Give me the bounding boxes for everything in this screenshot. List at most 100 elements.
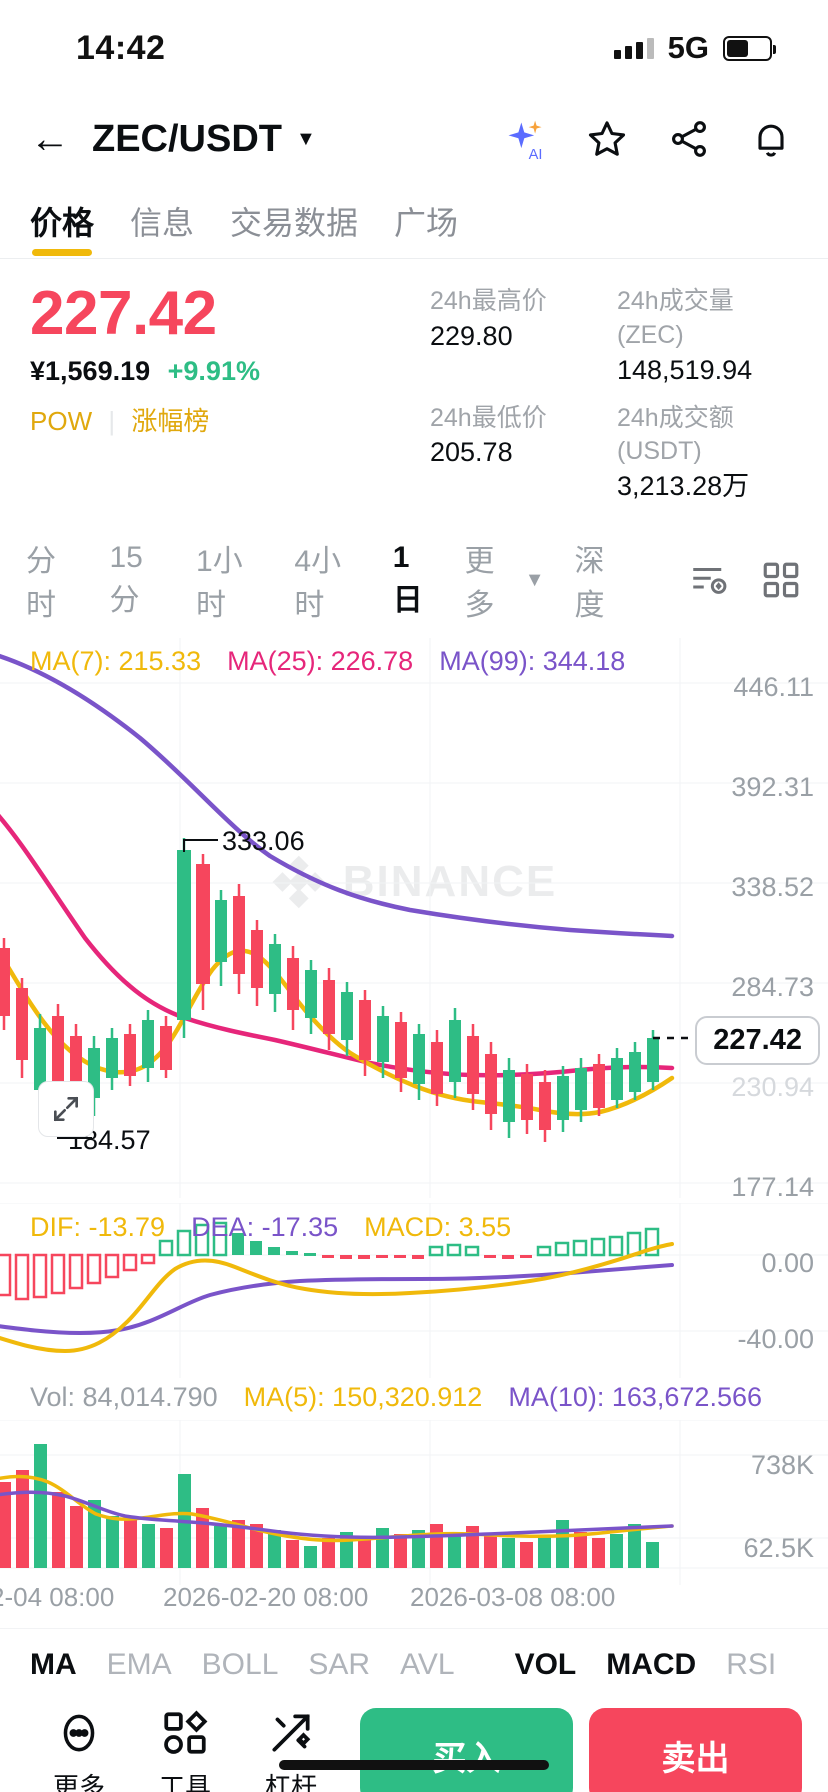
stat-low-value: 205.78 bbox=[430, 437, 513, 468]
battery-icon bbox=[723, 35, 776, 61]
stat-high-value: 229.80 bbox=[430, 320, 513, 351]
timeframe-more[interactable]: 更多 ▼ bbox=[464, 536, 544, 624]
indicator-macd[interactable]: MACD bbox=[606, 1648, 697, 1682]
tab-info[interactable]: 信息 bbox=[130, 205, 195, 241]
stat-volume-label: 24h成交量(ZEC) bbox=[617, 287, 734, 349]
fiat-price: ¥1,569.19 bbox=[30, 356, 151, 387]
bell-icon[interactable] bbox=[748, 116, 794, 162]
x-axis-tick-0: 2-04 08:00 bbox=[0, 1582, 115, 1613]
depth-button[interactable]: 深度 bbox=[574, 545, 605, 623]
sell-button[interactable]: 卖出 bbox=[589, 1707, 802, 1792]
price-axis-tick-3: 284.73 bbox=[731, 972, 814, 1003]
indicator-ema[interactable]: EMA bbox=[106, 1648, 172, 1682]
price-left: 227.42 ¥1,569.19 +9.91% POW | 涨幅榜 bbox=[30, 281, 430, 510]
timeframe-more-label: 更多 bbox=[464, 545, 495, 623]
last-price-tag: 227.42 bbox=[695, 1016, 820, 1066]
legend-macd: MACD: 3.55 bbox=[364, 1212, 512, 1243]
status-time: 14:42 bbox=[76, 28, 166, 67]
status-bar: 14:42 5G bbox=[0, 0, 828, 96]
last-price: 227.42 bbox=[30, 279, 217, 348]
x-axis-tick-2: 2026-03-08 08:00 bbox=[410, 1582, 616, 1613]
price-axis-tick-2: 338.52 bbox=[731, 872, 814, 903]
tab-trade-data[interactable]: 交易数据 bbox=[230, 205, 359, 241]
stat-turnover: 24h成交额(USDT) 3,213.28万 bbox=[617, 402, 798, 511]
stat-turnover-value: 3,213.28万 bbox=[617, 471, 750, 502]
macd-legend: DIF: -13.79 DEA: -17.35 MACD: 3.55 bbox=[30, 1212, 511, 1243]
timeframe-4h[interactable]: 4小时 bbox=[294, 545, 342, 623]
nav-bar: ← ZEC/USDT ▼ AI bbox=[0, 96, 828, 182]
price-axis-tick-4: 230.94 bbox=[731, 1072, 814, 1103]
nav-icons: AI bbox=[502, 116, 794, 162]
indicator-ma[interactable]: MA bbox=[30, 1648, 77, 1682]
tags-row: POW | 涨幅榜 bbox=[30, 401, 430, 438]
stat-turnover-label: 24h成交额(USDT) bbox=[617, 403, 734, 466]
network-label: 5G bbox=[667, 30, 709, 65]
more-dots-icon bbox=[54, 1707, 104, 1759]
more-button-label: 更多 bbox=[52, 1772, 105, 1792]
ma-legend: MA(7): 215.33 MA(25): 226.78 MA(99): 344… bbox=[30, 646, 625, 677]
status-right: 5G bbox=[613, 30, 776, 66]
legend-dea: DEA: -17.35 bbox=[191, 1212, 339, 1243]
indicator-rsi[interactable]: RSI bbox=[726, 1648, 777, 1682]
indicator-bar: MA EMA BOLL SAR AVL VOL MACD RSI bbox=[0, 1628, 828, 1697]
chart-settings-icon[interactable] bbox=[688, 557, 730, 603]
high-annotation: 333.06 bbox=[222, 826, 305, 857]
fiat-and-change: ¥1,569.19 +9.91% bbox=[30, 356, 430, 387]
signal-bars-icon bbox=[613, 37, 654, 59]
price-axis-tick-1: 392.31 bbox=[731, 772, 814, 803]
indicator-vol[interactable]: VOL bbox=[514, 1648, 577, 1682]
back-arrow-icon[interactable]: ← bbox=[30, 117, 70, 161]
leverage-button-label: 杠杆 bbox=[264, 1772, 317, 1792]
stats-grid: 24h最高价 229.80 24h成交量(ZEC) 148,519.94 24h… bbox=[430, 281, 798, 510]
timeframe-line[interactable]: 分时 bbox=[26, 545, 56, 623]
stat-high: 24h最高价 229.80 bbox=[430, 285, 611, 394]
leverage-button[interactable]: 杠杆 bbox=[238, 1707, 344, 1792]
tab-price[interactable]: 价格 bbox=[30, 198, 94, 258]
volume-chart bbox=[0, 1420, 828, 1586]
home-indicator bbox=[279, 1760, 549, 1770]
x-axis: 2-04 08:00 2026-02-20 08:00 2026-03-08 0… bbox=[0, 1576, 828, 1624]
indicator-avl[interactable]: AVL bbox=[400, 1648, 455, 1682]
stat-low-label: 24h最低价 bbox=[430, 403, 547, 432]
indicator-boll[interactable]: BOLL bbox=[201, 1648, 279, 1682]
ai-sparkle-icon[interactable]: AI bbox=[502, 116, 548, 162]
star-icon[interactable] bbox=[584, 116, 630, 162]
expand-chart-button[interactable] bbox=[38, 1081, 94, 1138]
svg-text:AI: AI bbox=[529, 147, 543, 161]
timeframe-15m[interactable]: 15分 bbox=[109, 541, 143, 618]
buy-button[interactable]: 买入 bbox=[360, 1707, 573, 1792]
tag-pow[interactable]: POW bbox=[30, 406, 93, 437]
tools-icon bbox=[160, 1707, 210, 1759]
share-icon[interactable] bbox=[666, 116, 712, 162]
tab-square[interactable]: 广场 bbox=[394, 205, 459, 241]
timeframe-bar: 分时 15分 1小时 4小时 1日 更多 ▼ 深度 bbox=[0, 520, 828, 638]
legend-vol-ma5: MA(5): 150,320.912 bbox=[243, 1382, 483, 1413]
tag-gainers[interactable]: 涨幅榜 bbox=[131, 406, 210, 437]
tabs-divider bbox=[0, 258, 828, 259]
indicator-sar[interactable]: SAR bbox=[308, 1648, 371, 1682]
volume-axis-tick-1: 62.5K bbox=[743, 1533, 814, 1564]
more-button[interactable]: 更多 bbox=[26, 1707, 132, 1792]
x-axis-tick-1: 2026-02-20 08:00 bbox=[163, 1582, 369, 1613]
chart-container[interactable]: MA(7): 215.33 MA(25): 226.78 MA(99): 344… bbox=[0, 638, 828, 1628]
legend-ma7: MA(7): 215.33 bbox=[30, 646, 202, 677]
macd-chart bbox=[0, 1203, 828, 1379]
volume-legend: Vol: 84,014.790 MA(5): 150,320.912 MA(10… bbox=[30, 1382, 762, 1413]
macd-axis-tick-1: -40.00 bbox=[737, 1324, 814, 1355]
price-summary: 227.42 ¥1,569.19 +9.91% POW | 涨幅榜 24h最高价… bbox=[0, 259, 828, 520]
price-axis-tick-0: 446.11 bbox=[733, 672, 814, 703]
chevron-down-icon[interactable]: ▼ bbox=[296, 127, 316, 150]
legend-ma99: MA(99): 344.18 bbox=[439, 646, 626, 677]
bottom-action-bar: 更多 工具 杠杆 买入 卖出 bbox=[0, 1697, 828, 1792]
tools-button[interactable]: 工具 bbox=[132, 1707, 238, 1792]
timeframe-1h[interactable]: 1小时 bbox=[196, 545, 243, 623]
grid-layout-icon[interactable] bbox=[760, 557, 802, 603]
page-title[interactable]: ZEC/USDT bbox=[92, 117, 282, 160]
legend-ma25: MA(25): 226.78 bbox=[227, 646, 414, 677]
timeframe-1d[interactable]: 1日 bbox=[392, 541, 423, 618]
macd-axis-tick-0: 0.00 bbox=[761, 1248, 814, 1279]
stat-low: 24h最低价 205.78 bbox=[430, 402, 611, 511]
legend-dif: DIF: -13.79 bbox=[30, 1212, 166, 1243]
legend-vol: Vol: 84,014.790 bbox=[30, 1382, 218, 1413]
